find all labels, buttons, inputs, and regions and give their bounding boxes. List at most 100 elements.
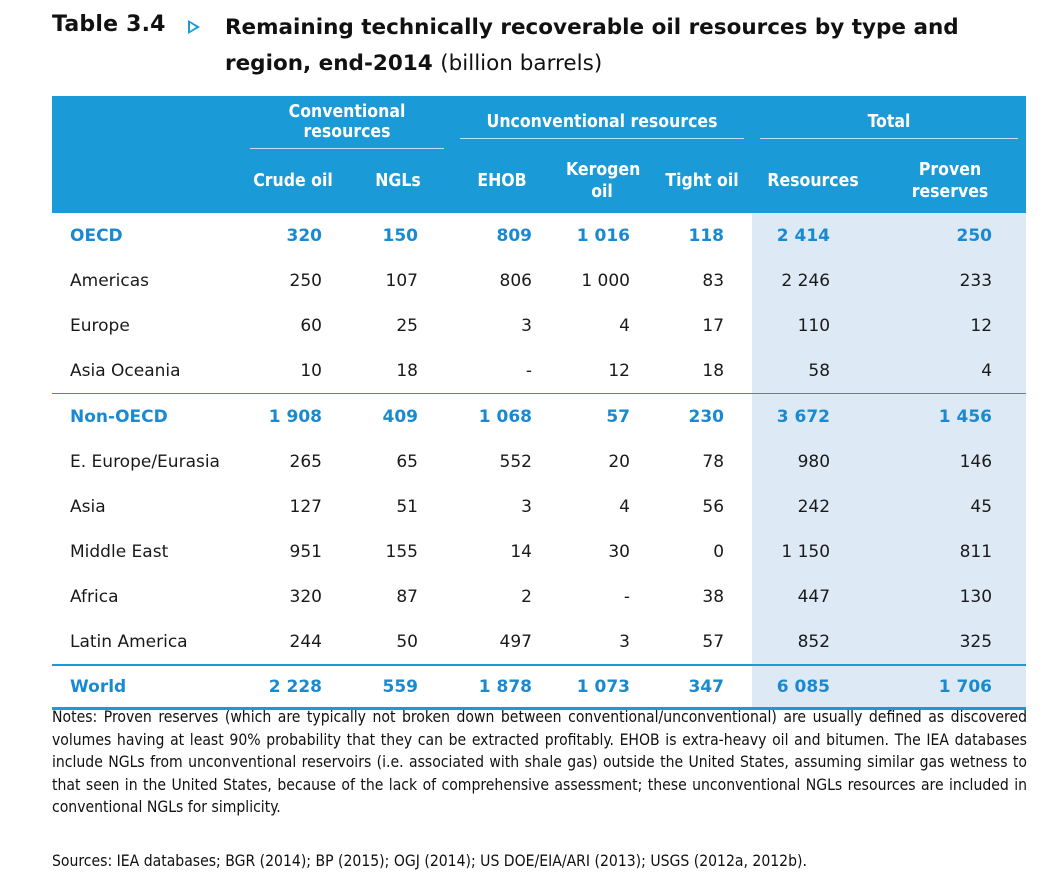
header-empty-cell [52, 96, 242, 149]
table-cell: 56 [702, 496, 725, 517]
table-cell: 2 246 [752, 258, 875, 303]
column-header-row: Crude oil NGLs EHOB Kerogen oil Tight oi… [52, 149, 1027, 213]
row-label: Asia [70, 496, 106, 517]
table-row: OECD 320 150 809 1 016 118 2 414 250 [52, 213, 1027, 258]
col-header-ehob: EHOB [452, 149, 552, 213]
table-cell: 242 [752, 484, 875, 529]
table-cell: 1 073 [552, 664, 652, 710]
col-header-kerogen-oil: Kerogen oil [552, 149, 652, 213]
table-row: Asia 127 51 3 4 56 242 45 [52, 484, 1027, 529]
table-cell: 1 068 [452, 393, 552, 439]
table-header: Conventional resources Unconventional re… [52, 96, 1027, 213]
table-cell: 325 [874, 619, 1027, 665]
table-cell: 17 [702, 315, 725, 336]
data-table-container: Conventional resources Unconventional re… [52, 96, 1027, 710]
col-header-crude-oil: Crude oil [242, 149, 344, 213]
table-cell: - [525, 360, 532, 381]
table-cell: 50 [396, 631, 418, 652]
table-cell: 10 [300, 360, 322, 381]
table-cell: 107 [385, 270, 418, 291]
row-label: Middle East [70, 541, 169, 562]
table-row: Asia Oceania 10 18 - 12 18 58 4 [52, 348, 1027, 394]
table-cell: 320 [286, 225, 323, 246]
table-cell: 1 000 [581, 270, 630, 291]
row-label: Europe [70, 315, 130, 336]
table-cell: 155 [385, 541, 418, 562]
table-cell: 25 [396, 315, 418, 336]
table-cell: 1 016 [576, 225, 630, 246]
row-label: Americas [70, 270, 149, 291]
table-cell: 3 672 [752, 393, 875, 439]
group-header-conventional: Conventional resources [242, 96, 452, 149]
table-cell: 65 [396, 451, 418, 472]
table-cell: 447 [752, 574, 875, 619]
table-body: OECD 320 150 809 1 016 118 2 414 250 Americas 250… [52, 213, 1027, 710]
table-row: Africa 320 87 2 - 38 447 130 [52, 574, 1027, 619]
table-cell: 12 [608, 360, 630, 381]
table-cell: 18 [396, 360, 418, 381]
table-notes: Notes: Proven reserves (which are typica… [52, 708, 1027, 816]
table-cell: 250 [289, 270, 322, 291]
table-cell: 2 414 [752, 213, 875, 258]
table-cell: 951 [289, 541, 322, 562]
table-cell: 51 [396, 496, 418, 517]
table-cell: 110 [752, 303, 875, 348]
table-cell: 12 [874, 303, 1027, 348]
table-cell: 809 [496, 225, 533, 246]
table-cell: 18 [702, 360, 725, 381]
table-cell: 60 [300, 315, 322, 336]
table-cell: 265 [289, 451, 322, 472]
table-cell: 250 [874, 213, 1027, 258]
group-header-unconventional: Unconventional resources [452, 96, 753, 149]
table-cell: 806 [499, 270, 532, 291]
table-row: Americas 250 107 806 1 000 83 2 246 233 [52, 258, 1027, 303]
table-cell: 146 [874, 439, 1027, 484]
table-cell: 150 [382, 225, 419, 246]
table-cell: 559 [344, 664, 452, 710]
row-label: Latin America [70, 631, 188, 652]
table-row: Latin America 244 50 497 3 57 852 325 [52, 619, 1027, 665]
table-cell: 1 908 [242, 393, 344, 439]
table-cell: 130 [874, 574, 1027, 619]
table-cell: 58 [752, 348, 875, 394]
row-label: Asia Oceania [70, 360, 181, 381]
table-cell: 2 [521, 586, 532, 607]
table-cell: 320 [289, 586, 322, 607]
table-cell: 3 [619, 631, 630, 652]
table-cell: 6 085 [752, 664, 875, 710]
table-row: E. Europe/Eurasia 265 65 552 20 78 980 146 [52, 439, 1027, 484]
table-cell: 4 [619, 496, 630, 517]
col-header-proven-reserves: Proven reserves [874, 149, 1027, 213]
table-cell: 1 878 [452, 664, 552, 710]
col-header-resources: Resources [752, 149, 875, 213]
table-cell: 30 [608, 541, 630, 562]
table-cell: 118 [688, 225, 725, 246]
col-header-ngls: NGLs [344, 149, 452, 213]
row-label: Non-OECD [52, 393, 242, 439]
table-cell: 2 228 [242, 664, 344, 710]
table-cell: 347 [652, 664, 753, 710]
table-cell: 409 [344, 393, 452, 439]
table-cell: 3 [521, 496, 532, 517]
table-cell: 980 [752, 439, 875, 484]
table-cell: 852 [752, 619, 875, 665]
table-cell: 4 [874, 348, 1027, 394]
table-row: Europe 60 25 3 4 17 110 12 [52, 303, 1027, 348]
oil-resources-table: Conventional resources Unconventional re… [52, 96, 1027, 710]
table-cell: 87 [396, 586, 418, 607]
table-number: Table 3.4 [52, 12, 166, 37]
table-row: World 2 228 559 1 878 1 073 347 6 085 1 706 [52, 664, 1027, 710]
row-label: OECD [70, 225, 123, 246]
table-cell: 0 [713, 541, 725, 562]
row-label: E. Europe/Eurasia [70, 451, 220, 472]
table-cell: 1 706 [874, 664, 1027, 710]
table-cell: 552 [499, 451, 532, 472]
table-title: Remaining technically recoverable oil re… [225, 10, 1025, 82]
table-cell: 127 [289, 496, 322, 517]
table-cell: 497 [499, 631, 532, 652]
table-cell: 233 [874, 258, 1027, 303]
table-cell: 57 [702, 631, 725, 652]
table-cell: 83 [702, 270, 725, 291]
table-cell: 1 456 [874, 393, 1027, 439]
table-cell: 14 [510, 541, 532, 562]
